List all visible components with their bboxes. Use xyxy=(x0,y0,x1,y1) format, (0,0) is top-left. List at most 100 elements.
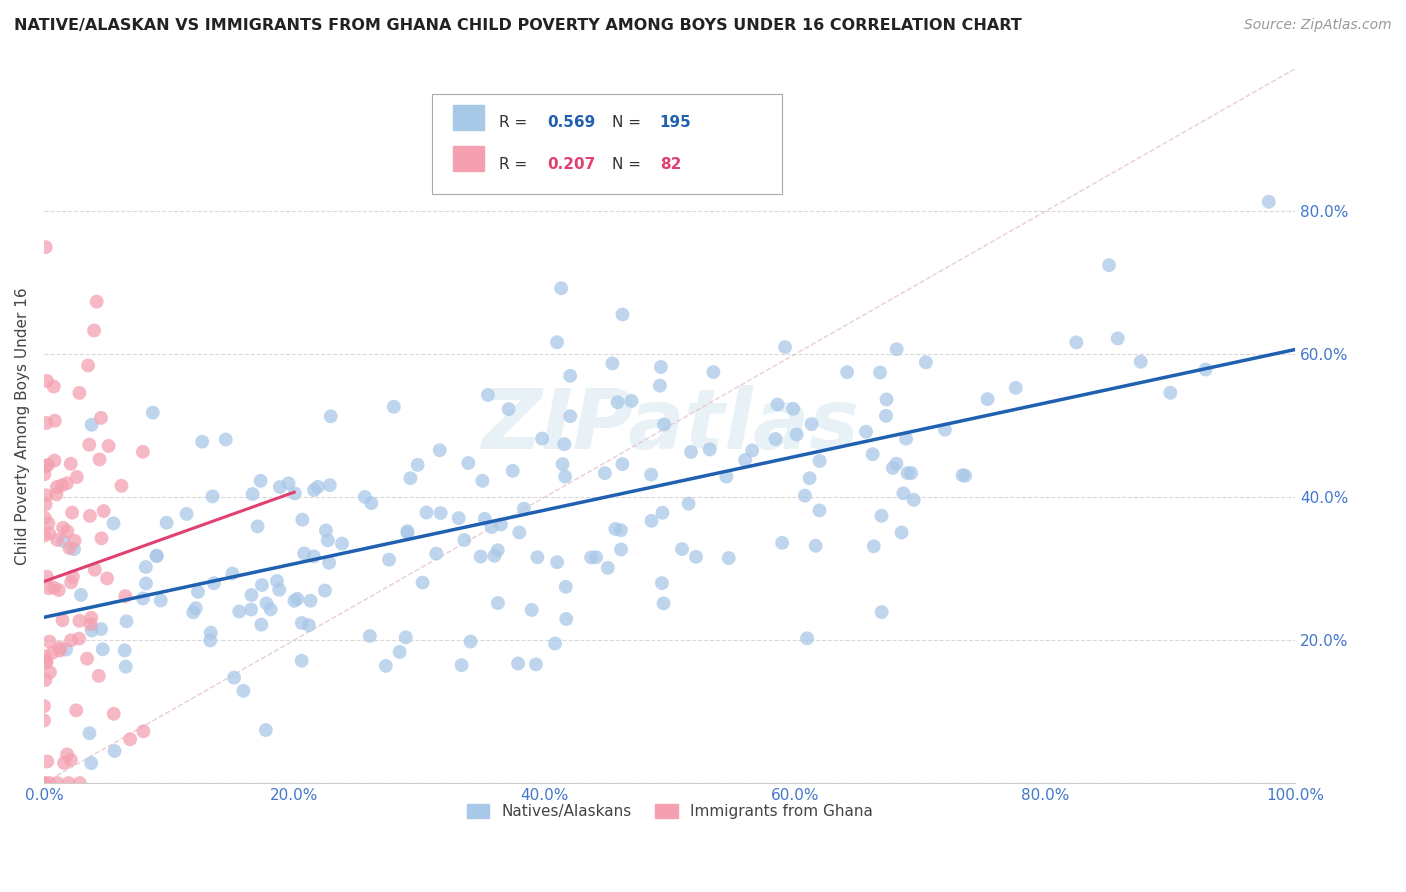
Point xyxy=(470,549,492,564)
Point xyxy=(35,655,58,669)
Point xyxy=(396,524,419,539)
Point xyxy=(837,365,859,379)
Point xyxy=(716,469,738,483)
Point xyxy=(120,732,142,747)
Point xyxy=(915,355,938,369)
Point xyxy=(80,624,103,638)
Point xyxy=(250,617,273,632)
Point xyxy=(520,603,543,617)
Text: 0.569: 0.569 xyxy=(547,115,595,130)
Point xyxy=(62,569,84,583)
Point xyxy=(254,723,277,737)
Point xyxy=(869,366,891,380)
Point xyxy=(890,525,912,540)
Point xyxy=(489,517,512,532)
Point xyxy=(42,379,65,393)
Point xyxy=(531,432,554,446)
Y-axis label: Child Poverty Among Boys Under 16: Child Poverty Among Boys Under 16 xyxy=(15,287,30,565)
Point xyxy=(59,457,82,471)
Point xyxy=(388,645,411,659)
Point xyxy=(799,471,821,485)
Point xyxy=(284,486,307,500)
Point xyxy=(471,474,494,488)
Point xyxy=(640,467,662,482)
Point xyxy=(37,458,59,472)
Point xyxy=(42,581,65,595)
Point xyxy=(269,582,291,597)
Point xyxy=(406,458,429,472)
Point xyxy=(484,549,506,563)
Point xyxy=(58,541,80,555)
Point xyxy=(412,575,434,590)
Point xyxy=(191,434,214,449)
Point xyxy=(553,437,575,451)
Point xyxy=(399,471,422,485)
Point xyxy=(38,776,60,790)
Point xyxy=(89,452,111,467)
Point xyxy=(79,508,101,523)
Text: 82: 82 xyxy=(659,157,681,172)
Point xyxy=(52,521,75,535)
Point xyxy=(32,699,55,714)
Point xyxy=(593,466,616,480)
Point xyxy=(83,324,105,338)
Point xyxy=(457,456,479,470)
Point xyxy=(51,478,73,492)
Point xyxy=(952,468,974,483)
Point xyxy=(215,433,238,447)
Point xyxy=(34,467,56,482)
Point xyxy=(93,504,115,518)
Point xyxy=(1107,331,1129,345)
Point xyxy=(80,756,103,770)
Point xyxy=(79,438,101,452)
Point xyxy=(685,549,707,564)
Point xyxy=(678,497,700,511)
Point xyxy=(770,536,793,550)
Point xyxy=(513,501,536,516)
Point xyxy=(48,643,70,657)
Point xyxy=(259,602,281,616)
Point xyxy=(302,483,325,497)
Point xyxy=(49,640,72,655)
Point xyxy=(425,547,447,561)
Point xyxy=(34,240,56,254)
Point xyxy=(415,506,437,520)
Point xyxy=(717,551,740,566)
Point xyxy=(554,580,576,594)
Point xyxy=(585,550,607,565)
Point xyxy=(202,576,225,591)
Point xyxy=(652,417,675,432)
Point xyxy=(269,480,291,494)
Point xyxy=(34,649,56,664)
Point xyxy=(546,335,568,350)
Point xyxy=(354,490,377,504)
Point xyxy=(103,706,125,721)
Point xyxy=(79,617,101,632)
Point xyxy=(66,470,89,484)
Point xyxy=(291,654,314,668)
Point xyxy=(318,556,340,570)
Point xyxy=(699,442,721,457)
Point xyxy=(934,423,956,437)
Point xyxy=(291,513,314,527)
Point xyxy=(302,549,325,564)
Point xyxy=(228,605,250,619)
Point xyxy=(876,392,898,407)
Point xyxy=(83,563,105,577)
Point xyxy=(184,601,207,615)
Point xyxy=(862,539,884,553)
Point xyxy=(187,585,209,599)
Point xyxy=(648,378,671,392)
Point xyxy=(498,402,520,417)
Point xyxy=(612,457,634,471)
Point xyxy=(38,581,60,595)
Text: 195: 195 xyxy=(659,115,692,130)
Point xyxy=(110,479,132,493)
Point xyxy=(544,636,567,650)
Point xyxy=(35,656,58,670)
Point xyxy=(299,593,322,607)
Point xyxy=(56,524,79,539)
Point xyxy=(115,615,138,629)
Point xyxy=(44,453,66,467)
Point xyxy=(640,514,662,528)
